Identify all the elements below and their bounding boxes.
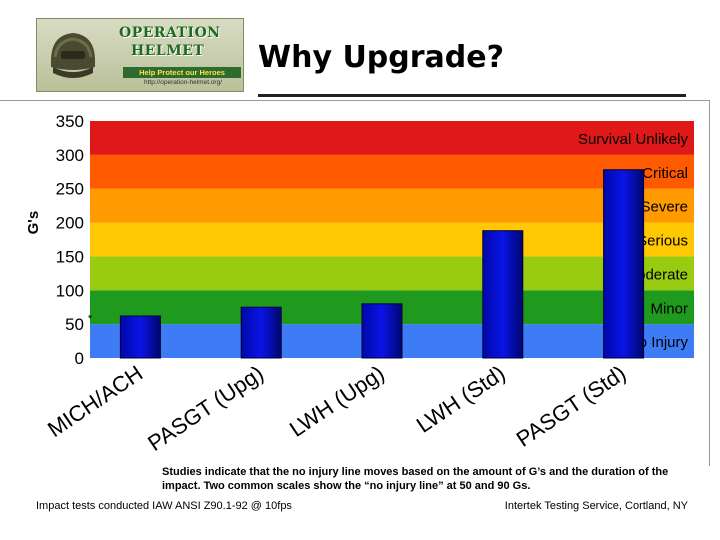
y-tick-label-300: 300 (56, 146, 84, 165)
x-tick-label-mich-ach: MICH/ACH (43, 360, 147, 442)
y-axis-label: G's (25, 211, 42, 235)
x-tick-label-lwh-upg-: LWH (Upg) (285, 360, 389, 441)
operation-helmet-logo: OPERATION HELMET Help Protect our Heroes… (36, 18, 244, 92)
bar-lwh-std- (482, 230, 524, 359)
logo-line-2: HELMET (131, 43, 205, 59)
x-tick-label-pasgt-upg-: PASGT (Upg) (143, 360, 268, 455)
y-tick-label-350: 350 (56, 112, 84, 131)
footnote: Studies indicate that the no injury line… (162, 466, 669, 492)
band-label-survival-unlikely: Survival Unlikely (578, 131, 689, 148)
y-tick-label-250: 250 (56, 180, 84, 199)
band-label-serious: Serious (637, 233, 688, 250)
y-tick-label-100: 100 (56, 281, 84, 300)
band-severe (90, 188, 694, 223)
band-label-severe: Severe (640, 199, 688, 216)
g-force-bar-chart: No InjuryMinorModerateSeriousSevereCriti… (25, 112, 694, 456)
y-tick-label-150: 150 (56, 247, 84, 266)
band-label-minor: Minor (650, 300, 688, 317)
logo-tagline: Help Protect our Heroes (123, 67, 241, 78)
band-critical (90, 154, 694, 189)
asterisk-annotation: * (88, 313, 93, 325)
test-standard-note: Impact tests conducted IAW ANSI Z90.1-92… (36, 500, 292, 512)
y-tick-label-200: 200 (56, 214, 84, 233)
x-tick-label-lwh-std-: LWH (Std) (412, 360, 510, 437)
x-tick-label-pasgt-std-: PASGT (Std) (512, 360, 631, 451)
logo-line-1: OPERATION (119, 25, 221, 41)
bar-lwh-upg- (361, 303, 403, 359)
bar-pasgt-std- (603, 169, 645, 359)
logo-url: http://operation-helmet.org/ (143, 79, 223, 86)
bar-mich-ach (119, 315, 161, 359)
band-serious (90, 222, 694, 257)
helmet-icon (51, 33, 95, 78)
title-divider (258, 94, 686, 97)
y-tick-label-0: 0 (75, 349, 84, 368)
slide-title: Why Upgrade? (258, 40, 505, 75)
bar-pasgt-upg- (240, 306, 282, 359)
y-tick-label-50: 50 (65, 315, 84, 334)
testing-service-credit: Intertek Testing Service, Cortland, NY (504, 500, 688, 512)
band-survival-unlikely (90, 121, 694, 155)
band-moderate (90, 256, 694, 291)
chart-frame: No Injury Minor Moderate Serious Severe Criti… (0, 100, 710, 466)
band-label-critical: Critical (642, 165, 688, 182)
